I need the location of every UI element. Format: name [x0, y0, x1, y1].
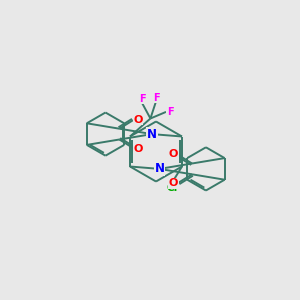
- Text: N: N: [147, 128, 157, 141]
- Text: O: O: [169, 149, 178, 160]
- Text: O: O: [133, 143, 143, 154]
- Text: F: F: [167, 107, 173, 117]
- Text: F: F: [153, 93, 160, 103]
- Text: N: N: [154, 162, 164, 176]
- Text: Cl: Cl: [167, 182, 178, 193]
- Text: O: O: [133, 115, 143, 125]
- Text: F: F: [139, 94, 145, 104]
- Text: O: O: [169, 178, 178, 188]
